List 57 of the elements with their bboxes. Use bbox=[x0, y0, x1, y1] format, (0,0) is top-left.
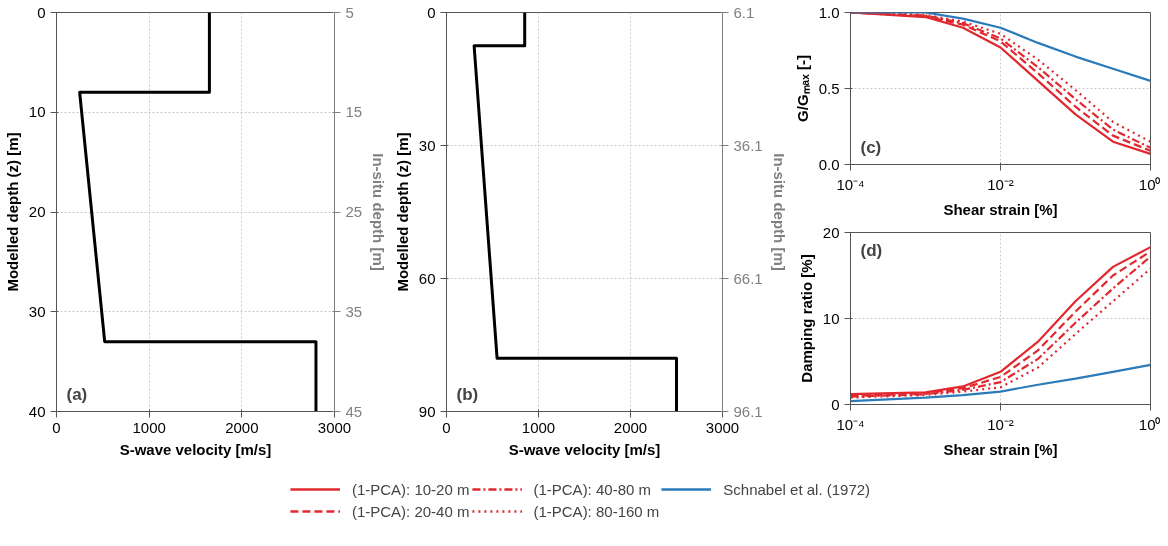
x-axis-title: Shear strain [%] bbox=[943, 200, 1058, 218]
y-tick-label: 90 bbox=[418, 402, 436, 420]
y-tick-label: 30 bbox=[418, 136, 436, 154]
y-axis-title: Modelled depth (z) [m] bbox=[3, 132, 21, 292]
y2-tick-label: 25 bbox=[345, 203, 363, 220]
y2-tick-label: 6.1 bbox=[733, 3, 755, 21]
y-tick-label: 0 bbox=[427, 3, 436, 21]
y-tick-label: 60 bbox=[418, 269, 436, 287]
annotation: (c) bbox=[860, 137, 882, 157]
x-tick-label: 10⁰ bbox=[1138, 415, 1161, 433]
y-tick-label: 10 bbox=[28, 103, 46, 121]
y-axis-title: G/Gₘₐₓ [-] bbox=[793, 55, 811, 122]
x-tick-label: 1000 bbox=[132, 418, 166, 436]
x-tick-label: 2000 bbox=[225, 418, 259, 436]
x-tick-label: 0 bbox=[442, 418, 451, 436]
y2-tick-label: 15 bbox=[345, 103, 363, 121]
y2-tick-label: 96.1 bbox=[733, 402, 763, 420]
y-tick-label: 0 bbox=[831, 395, 840, 413]
legend-label: (1-PCA): 10-20 m bbox=[351, 480, 470, 498]
y-tick-label: 0 bbox=[37, 3, 46, 21]
legend-label: (1-PCA): 80-160 m bbox=[533, 502, 660, 520]
y-tick-label: 20 bbox=[822, 223, 840, 241]
y2-tick-label: 66.1 bbox=[733, 269, 763, 287]
x-tick-label: 10⁻² bbox=[987, 415, 1014, 433]
y2-tick-label: 5 bbox=[345, 3, 354, 21]
x-tick-label: 10⁻⁴ bbox=[836, 415, 865, 433]
legend-label: (1-PCA): 20-40 m bbox=[351, 502, 470, 520]
annotation: (b) bbox=[456, 384, 479, 404]
y2-axis-title: In-situ depth [m] bbox=[770, 153, 788, 271]
legend-label: (1-PCA): 40-80 m bbox=[533, 480, 651, 498]
annotation: (d) bbox=[860, 240, 883, 260]
x-axis-title: Shear strain [%] bbox=[943, 440, 1058, 458]
x-tick-label: 1000 bbox=[521, 418, 556, 436]
y2-tick-label: 36.1 bbox=[733, 136, 763, 154]
y-axis-title: Modelled depth (z) [m] bbox=[393, 132, 411, 292]
y-tick-label: 40 bbox=[28, 402, 46, 420]
x-tick-label: 10⁻² bbox=[987, 175, 1014, 193]
x-tick-label: 0 bbox=[52, 418, 61, 436]
x-tick-label: 2000 bbox=[613, 418, 648, 436]
annotation: (a) bbox=[66, 384, 88, 404]
x-tick-label: 3000 bbox=[705, 418, 740, 436]
y2-tick-label: 35 bbox=[345, 302, 363, 320]
legend-label: Schnabel et al. (1972) bbox=[723, 480, 871, 498]
y2-axis-title: In-situ depth [m] bbox=[370, 153, 388, 271]
y-tick-label: 30 bbox=[28, 302, 46, 320]
y2-tick-label: 45 bbox=[345, 402, 363, 420]
y-tick-label: 0.0 bbox=[818, 155, 840, 173]
x-tick-label: 3000 bbox=[317, 418, 352, 436]
x-tick-label: 10⁻⁴ bbox=[836, 175, 865, 193]
y-tick-label: 0.5 bbox=[818, 79, 840, 97]
y-axis-title: Damping ratio [%] bbox=[797, 254, 815, 383]
y-tick-label: 1.0 bbox=[818, 3, 840, 21]
y-tick-label: 10 bbox=[822, 309, 840, 327]
x-tick-label: 10⁰ bbox=[1138, 175, 1161, 193]
y-tick-label: 20 bbox=[28, 203, 46, 220]
x-axis-title: S-wave velocity [m/s] bbox=[119, 440, 272, 458]
x-axis-title: S-wave velocity [m/s] bbox=[508, 440, 661, 458]
